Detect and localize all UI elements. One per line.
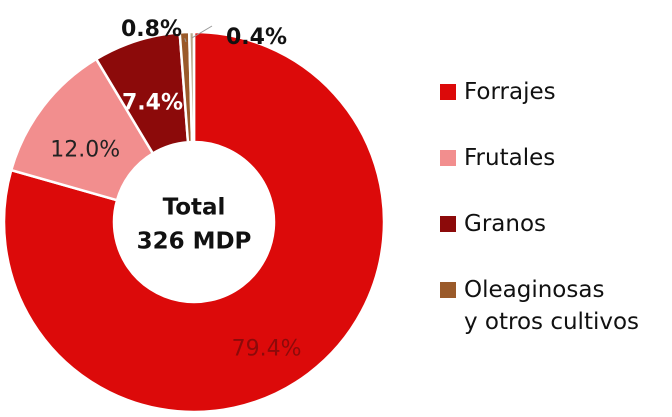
legend-swatch	[440, 84, 456, 100]
data-label: 79.4%	[232, 336, 302, 361]
legend-swatch	[440, 282, 456, 298]
legend-label: Granos	[464, 211, 547, 237]
legend-label: Oleaginosas y otros cultivos	[464, 277, 640, 335]
data-label: 0.4%	[226, 25, 287, 50]
data-label: 7.4%	[122, 90, 183, 115]
leader-line	[191, 25, 213, 39]
legend-label: Forrajes	[464, 79, 556, 105]
legend-label: Frutales	[464, 145, 556, 171]
legend-item: Granos	[440, 208, 639, 240]
legend-swatch	[440, 150, 456, 166]
legend-item: Forrajes	[440, 76, 639, 108]
legend-item: Frutales	[440, 142, 639, 174]
legend-item: Oleaginosas y otros cultivos	[440, 274, 639, 338]
legend: Forrajes Frutales Granos Oleaginosas y otro…	[440, 76, 639, 372]
data-label: 12.0%	[50, 138, 120, 163]
data-label: 0.8%	[121, 17, 182, 42]
legend-swatch	[440, 216, 456, 232]
center-label: Total	[163, 195, 226, 221]
center-label: 326 MDP	[137, 229, 252, 255]
donut-slice	[2, 30, 386, 414]
leader-line	[184, 38, 187, 43]
donut-slice	[187, 30, 196, 144]
